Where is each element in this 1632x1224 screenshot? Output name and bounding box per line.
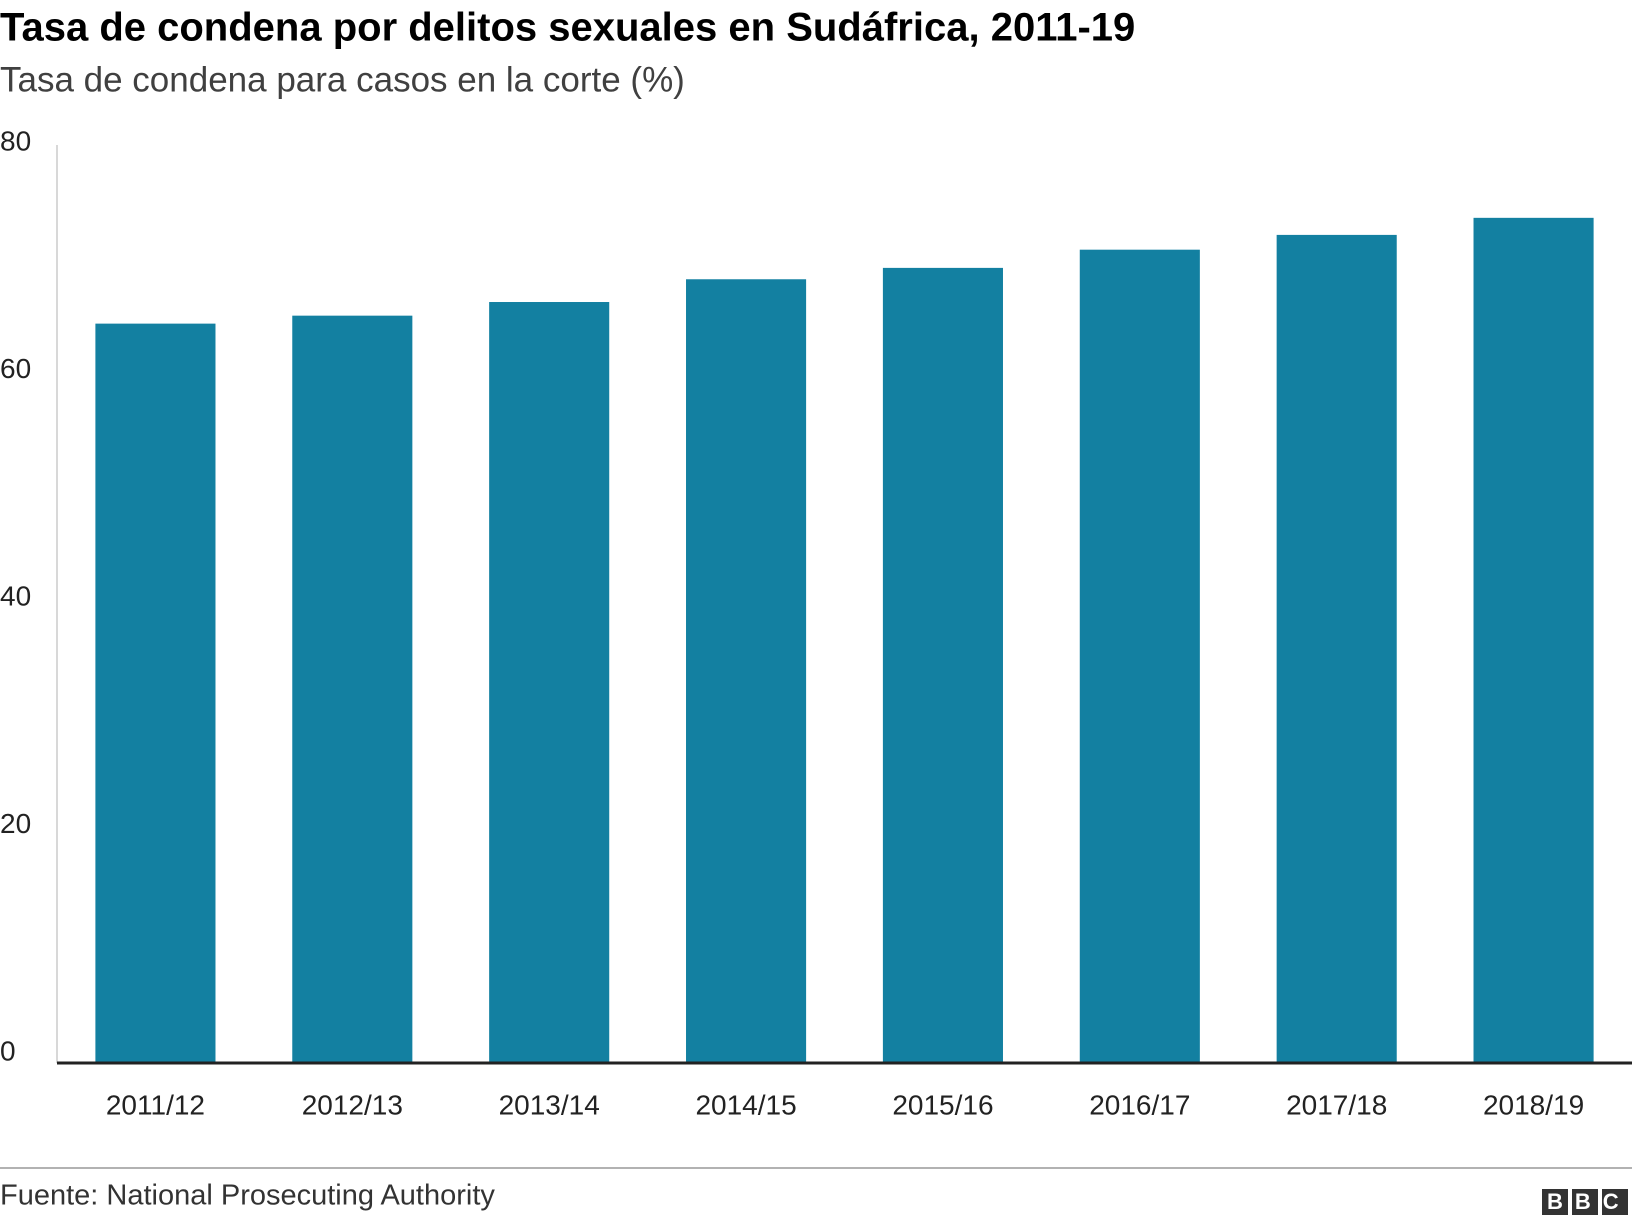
y-tick-label: 20	[0, 808, 31, 839]
bar	[489, 302, 610, 1063]
x-tick-label: 2018/19	[1483, 1089, 1584, 1120]
logo: BBC	[1547, 1189, 1631, 1214]
x-tick-label: 2014/15	[695, 1089, 796, 1120]
bar	[882, 267, 1003, 1063]
x-tick-label: 2015/16	[892, 1089, 993, 1120]
bar	[1276, 234, 1397, 1063]
chart-title: Tasa de condena por delitos sexuales en …	[0, 6, 1135, 50]
source: Fuente: National Prosecuting Authority	[0, 1180, 495, 1212]
y-tick-label: 60	[0, 353, 31, 384]
x-tick-label: 2011/12	[106, 1089, 205, 1120]
x-tick-label: 2012/13	[302, 1089, 403, 1120]
x-tick-label: 2017/18	[1286, 1089, 1387, 1120]
x-tick-label: 2016/17	[1089, 1089, 1190, 1120]
y-tick-label: 0	[0, 1035, 16, 1066]
bar	[1473, 217, 1594, 1063]
bar	[292, 315, 413, 1064]
x-tick-label: 2013/14	[499, 1089, 600, 1120]
y-tick-label: 40	[0, 580, 31, 611]
chart-subtitle: Tasa de condena para casos en la corte (…	[0, 60, 685, 99]
bar	[95, 323, 216, 1063]
logo-boxes	[1542, 1189, 1628, 1215]
bar	[686, 279, 807, 1063]
y-tick-label: 80	[0, 125, 31, 156]
bar	[1079, 249, 1200, 1063]
